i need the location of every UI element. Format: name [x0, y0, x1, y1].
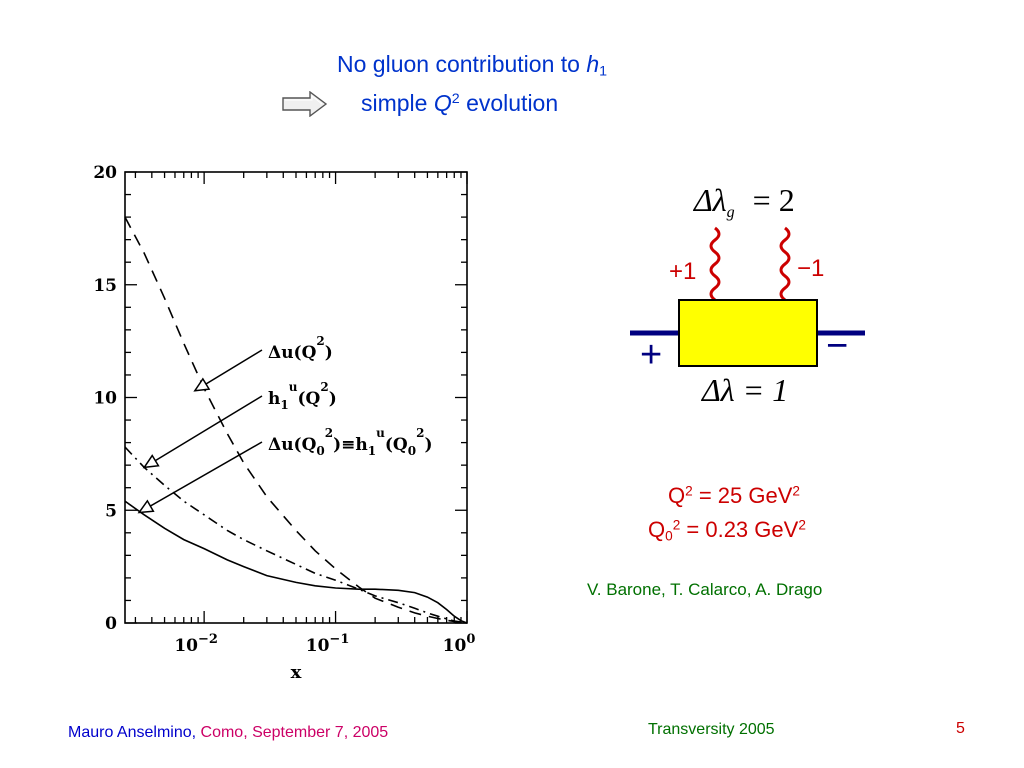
series-annotation-1: Δu(Q2) — [268, 334, 333, 363]
series-annotation-3: Δu(Q02)≡h1u(Q02) — [268, 426, 433, 458]
q02-symbol: Q — [648, 517, 666, 542]
footer-conference: Transversity 2005 — [648, 721, 775, 738]
q2-number: = 25 GeV — [692, 483, 793, 508]
delta-lambda-g: Δλ — [694, 182, 727, 218]
q2-unit-sup: 2 — [792, 483, 800, 499]
curves — [124, 216, 468, 624]
left-photon-helicity: +1 — [669, 258, 697, 285]
left-photon-line — [709, 226, 721, 302]
q2-symbol: Q — [668, 483, 686, 508]
y-tick-label: 15 — [93, 276, 117, 296]
diagram-bottom-label: Δλ = 1 — [702, 372, 789, 408]
footer-place-date: Como, September 7, 2005 — [196, 724, 389, 741]
x-tick-label: 100 — [443, 632, 476, 656]
subtitle-symbol: Q — [433, 90, 452, 116]
right-arrow-icon — [282, 91, 328, 117]
delta-lambda-g-value: = 2 — [752, 182, 795, 218]
x-tick-label: 10−2 — [174, 632, 218, 656]
right-photon-line — [779, 226, 791, 302]
q02-value: Q02 = 0.23 GeV2 — [648, 517, 806, 543]
x-axis-label: x — [291, 662, 302, 683]
footer-page-number: 5 — [956, 720, 965, 737]
evolution-chart: 0 5 10 15 20 10−2 10−1 100 Δu(Q2) h1u(Q2) Δu(Q02)… — [93, 163, 475, 683]
annotation-arrow-head — [142, 454, 160, 469]
subtitle-suffix: evolution — [459, 90, 559, 116]
interaction-box — [678, 299, 818, 367]
plot-frame — [124, 171, 468, 624]
q2-value: Q2 = 25 GeV2 — [668, 483, 800, 509]
y-tick-label: 10 — [93, 389, 117, 409]
right-photon-helicity: −1 — [797, 255, 825, 282]
annotations: Δu(Q2) h1u(Q2) Δu(Q02)≡h1u(Q02) — [137, 334, 433, 514]
title-symbol-subscript: 1 — [599, 63, 608, 80]
delta-lambda-g-sub: g — [726, 204, 735, 221]
subtitle-symbol-sup: 2 — [451, 91, 460, 108]
title-text: No gluon contribution to — [337, 51, 587, 77]
y-tick-label: 0 — [105, 614, 117, 634]
left-quark-helicity: + — [640, 334, 663, 376]
q02-number: = 0.23 GeV — [680, 517, 799, 542]
footer-left: Mauro Anselmino, Como, September 7, 2005 — [68, 724, 388, 742]
q02-sub: 0 — [665, 528, 673, 544]
x-tick-label: 10−1 — [306, 632, 350, 656]
series-line-3 — [124, 500, 468, 624]
q2-sup: 2 — [685, 483, 693, 499]
q02-sup: 2 — [672, 517, 681, 533]
footer-author: Mauro Anselmino, — [68, 724, 197, 741]
helicity-diagram — [630, 226, 865, 367]
axis-ticks — [125, 171, 468, 624]
q02-unit-sup: 2 — [798, 517, 806, 533]
y-tick-label: 20 — [93, 163, 117, 183]
authors-credit: V. Barone, T. Calarco, A. Drago — [587, 580, 823, 599]
series-annotation-2: h1u(Q2) — [268, 380, 337, 412]
right-quark-helicity: − — [826, 325, 849, 367]
annotation-arrow-head — [193, 377, 211, 392]
tick-labels: 0 5 10 15 20 10−2 10−1 100 — [93, 163, 475, 656]
subtitle-text: simple — [361, 90, 434, 116]
series-line-2 — [124, 446, 468, 624]
slide-title: No gluon contribution to h1 — [337, 51, 607, 80]
diagram-top-label: Δλg = 2 — [694, 182, 795, 222]
y-tick-label: 5 — [105, 501, 117, 521]
annotation-arrow-head — [137, 499, 155, 514]
title-symbol: h — [586, 51, 600, 77]
annotation-arrow-line — [143, 395, 263, 469]
series-line-1 — [124, 216, 468, 624]
slide-subtitle: simple Q2 evolution — [361, 90, 558, 117]
annotation-arrow-line — [138, 441, 263, 514]
